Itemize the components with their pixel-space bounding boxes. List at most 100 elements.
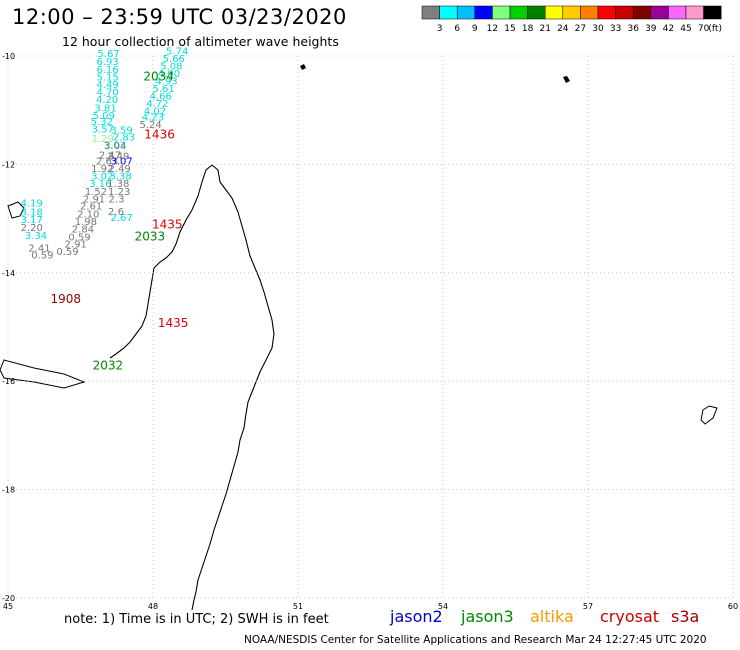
wave-height-value: 5.09 (93, 111, 115, 122)
wave-height-value: 0.59 (56, 247, 78, 258)
colorbar-label: 21 (539, 24, 550, 34)
page-subtitle: 12 hour collection of altimeter wave hei… (62, 34, 339, 49)
pass-time-label: 1436 (144, 127, 175, 141)
island-mark (300, 64, 306, 70)
island-mark (700, 405, 718, 425)
wave-height-value: 2.20 (21, 223, 43, 234)
wave-height-value: 4.20 (96, 95, 118, 106)
colorbar-label: 39 (645, 24, 657, 34)
wave-height-value: 3.17 (21, 215, 43, 226)
latitude-tick-label: -10 (2, 52, 15, 61)
latitude-tick-label: -14 (2, 269, 15, 278)
wave-height-value: 2.41 (28, 244, 50, 255)
wave-height-value: 3.02 (91, 172, 113, 183)
wave-height-value: 5.15 (96, 72, 118, 83)
colorbar-label: 45 (680, 24, 691, 34)
wave-height-value: 1.38 (107, 179, 129, 190)
pass-time-label: 1435 (158, 316, 189, 330)
colorbar-label: 18 (522, 24, 534, 34)
wave-height-value: 2.3 (109, 194, 125, 205)
colorbar-label: (ft) (708, 24, 722, 34)
wave-height-value: 2.91 (65, 239, 87, 250)
wave-height-value: 4.02 (144, 107, 166, 118)
colorbar-label: 42 (663, 24, 674, 34)
pass-time-label: 2033 (135, 229, 166, 243)
wave-height-value: 4.19 (21, 199, 43, 210)
satellite-legend-altika: altika (530, 607, 574, 626)
longitude-tick-label: 54 (438, 602, 448, 610)
wave-height-value: 5.61 (153, 84, 175, 95)
pass-time-label: 1435 (152, 217, 183, 231)
latitude-tick-label: -16 (2, 377, 15, 386)
longitude-tick-label: 57 (583, 602, 593, 610)
wave-height-value: 2.91 (83, 194, 105, 205)
wave-height-value: 5.67 (97, 49, 119, 60)
wave-height-value: 5.66 (163, 54, 185, 65)
wave-height-value: 3.07 (110, 156, 132, 167)
wave-height-value: 5.74 (166, 46, 188, 57)
altimeter-map: 45 48 51 54 57 60 -10 -12 -14 -16 -18 -20 5.74 5.67 5.… (0, 46, 738, 610)
wave-height-value: 2.49 (107, 152, 129, 163)
colorbar-label: 24 (557, 24, 569, 34)
wave-height-value: 3.81 (95, 103, 117, 114)
longitude-tick-label: 45 (3, 602, 13, 610)
page-title: 12:00 – 23:59 UTC 03/23/2020 (12, 5, 347, 29)
mainland-coast (0, 359, 86, 389)
longitude-tick-label: 60 (728, 602, 738, 610)
colorbar-label: 27 (575, 24, 586, 34)
wave-height-value: 5.24 (139, 120, 161, 131)
wave-height-value: 3.59 (110, 126, 132, 137)
wave-height-value: 3.16 (89, 179, 111, 190)
satellite-legend-s3a: s3a (671, 607, 700, 626)
latitude-tick-label: -12 (2, 160, 15, 169)
wave-height-value: 1.23 (108, 187, 130, 198)
wave-height-value: 4.23 (142, 112, 164, 123)
colorbar-label: 70 (698, 24, 710, 34)
colorbar-label: 36 (627, 24, 639, 34)
wave-height-value: 0.59 (31, 251, 53, 262)
wave-height-value: 2.83 (113, 133, 135, 144)
colorbar-label: 3 (437, 24, 443, 34)
island-mark (7, 201, 25, 219)
wave-height-value: 2.84 (72, 225, 94, 236)
colorbar-label: 12 (487, 24, 498, 34)
colorbar-label: 30 (592, 24, 604, 34)
colorbar-swatch (703, 5, 722, 20)
wave-height-value: 1.98 (75, 217, 97, 228)
wave-height-value: 6.16 (96, 65, 118, 76)
credit-line: NOAA/NESDIS Center for Satellite Applica… (244, 634, 707, 646)
madagascar-west-coast (109, 164, 213, 359)
pass-time-label: 2034 (143, 69, 174, 83)
wave-height-value: 2.61 (80, 201, 102, 212)
satellite-legend-jason2: jason2 (390, 607, 443, 626)
latitude-tick-label: -18 (2, 486, 15, 495)
coastline (109, 164, 275, 610)
wave-height-value: 3.04 (104, 141, 126, 152)
satellite-legend-jason3: jason3 (461, 607, 514, 626)
small-islands (0, 64, 718, 425)
colorbar-label: 6 (454, 24, 460, 34)
colorbar-label: 9 (472, 24, 478, 34)
wave-height-value: 1.52 (85, 187, 107, 198)
longitude-tick-label: 51 (293, 602, 303, 610)
satellite-legend-cryosat: cryosat (600, 607, 660, 626)
wave-height-value: 4.49 (96, 80, 118, 91)
wave-height-value: 3.38 (110, 172, 132, 183)
latitude-tick-label: -20 (2, 594, 15, 603)
pass-time-label: 1908 (51, 292, 82, 306)
wave-height-value: 4.66 (150, 91, 172, 102)
wave-height-value: 3.34 (25, 231, 47, 242)
longitude-tick-label: 48 (148, 602, 158, 610)
wave-height-value: 3.03 (104, 141, 126, 152)
wave-height-colorbar: 3 6 9 12 15 18 21 24 27 30 33 36 39 42 45 70 (ft) (421, 5, 722, 34)
pass-time-label: 2032 (93, 358, 124, 372)
wave-height-value: 4.72 (146, 99, 168, 110)
wave-height-value: 3.18 (21, 207, 43, 218)
colorbar-label: 33 (610, 24, 621, 34)
wave-height-value: 5.32 (91, 117, 113, 128)
map-grid (7, 55, 734, 599)
footnote: note: 1) Time is in UTC; 2) SWH is in fe… (64, 612, 329, 627)
wave-height-value: 2.63 (96, 156, 118, 167)
wave-height-value: 0.59 (68, 232, 90, 243)
wave-height-value: 5.08 (160, 62, 182, 73)
